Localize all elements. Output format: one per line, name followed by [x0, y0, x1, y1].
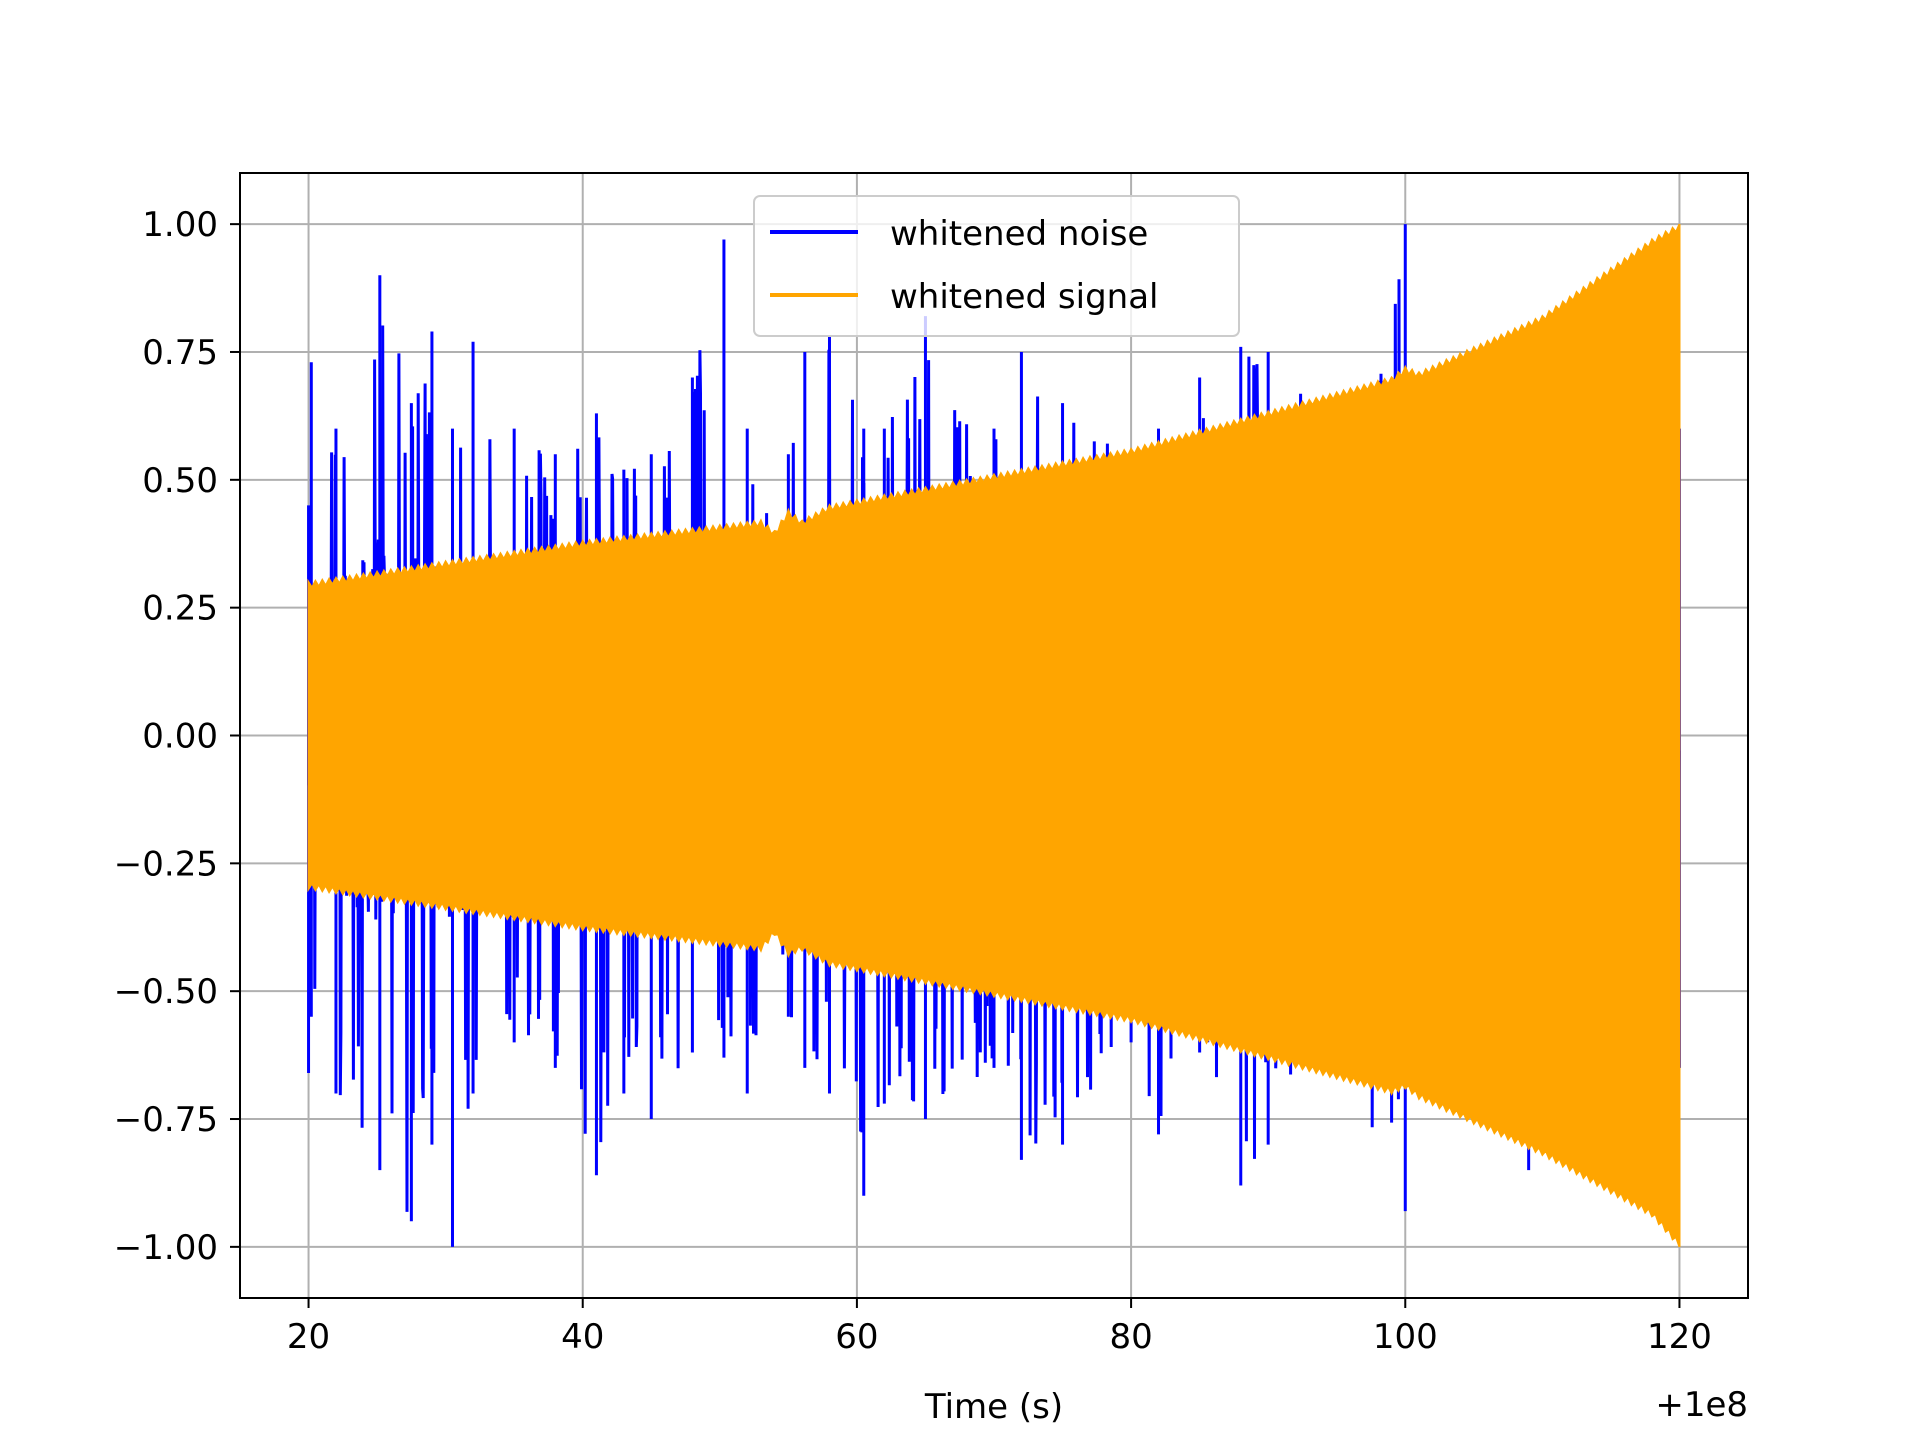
x-tick-label: 120: [1647, 1317, 1712, 1357]
y-tick-label: −1.00: [114, 1228, 218, 1268]
x-axis-ticks: 20 40 60 80 100 120: [287, 1298, 1712, 1357]
y-tick-label: 1.00: [142, 205, 218, 245]
y-tick-label: −0.50: [114, 972, 218, 1012]
x-tick-label: 100: [1373, 1317, 1438, 1357]
y-tick-label: 0.75: [142, 333, 218, 373]
x-tick-label: 20: [287, 1317, 330, 1357]
x-axis-offset-label: +1e8: [1655, 1385, 1748, 1425]
area-whitened-signal: [307, 223, 1681, 1248]
legend: whitened noise whitened signal: [753, 195, 1240, 337]
x-axis-label: Time (s): [924, 1387, 1063, 1427]
x-tick-label: 80: [1109, 1317, 1152, 1357]
series-whitened-signal: [307, 223, 1681, 1248]
y-tick-label: −0.75: [114, 1100, 218, 1140]
legend-box: [753, 195, 1240, 337]
y-tick-label: −0.25: [114, 844, 218, 884]
y-axis-ticks: 1.00 0.75 0.50 0.25 0.00 −0.25 −0.50 −0.75 −1.00: [114, 205, 240, 1268]
y-tick-label: 0.25: [142, 589, 218, 629]
y-tick-label: 0.50: [142, 461, 218, 501]
x-tick-label: 60: [835, 1317, 878, 1357]
y-tick-label: 0.00: [142, 717, 218, 757]
x-tick-label: 40: [561, 1317, 604, 1357]
legend-label-whitened-noise: whitened noise: [890, 214, 1148, 254]
legend-label-whitened-signal: whitened signal: [890, 277, 1158, 317]
